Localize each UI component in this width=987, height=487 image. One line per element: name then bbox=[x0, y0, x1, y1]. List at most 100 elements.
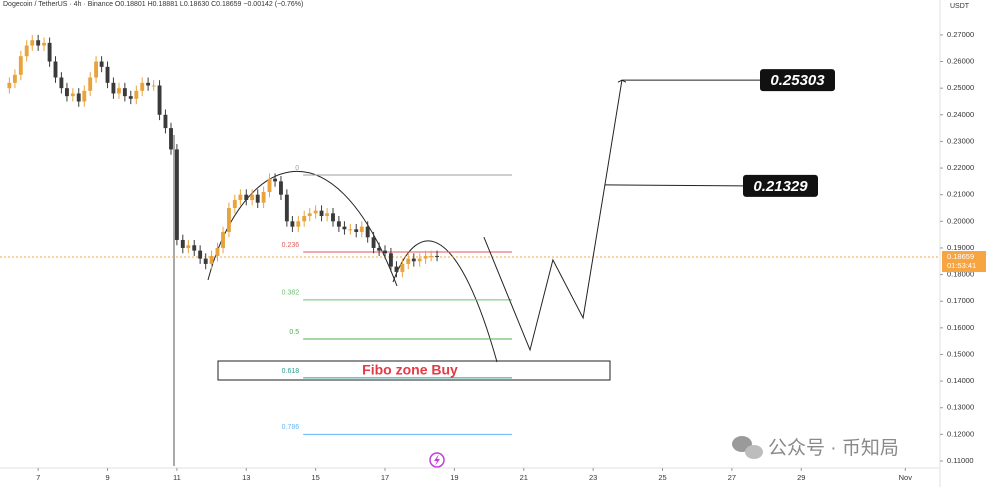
candle-body bbox=[261, 192, 266, 203]
candle-body bbox=[354, 229, 359, 232]
x-tick-label: 9 bbox=[105, 473, 109, 482]
y-tick-label: 0.20000 bbox=[947, 216, 974, 225]
target-box bbox=[743, 174, 818, 197]
candle-body bbox=[435, 255, 439, 258]
candle-body bbox=[111, 82, 116, 94]
candle-body bbox=[94, 61, 99, 78]
x-tick-label: Nov bbox=[899, 473, 913, 482]
fib-level-label: 0.786 bbox=[282, 424, 300, 431]
candle-body bbox=[47, 42, 52, 62]
x-tick-label: 17 bbox=[381, 473, 389, 482]
fib-level-label: 0.382 bbox=[282, 290, 300, 297]
candle-body bbox=[53, 61, 58, 78]
candle-body bbox=[36, 40, 41, 46]
y-tick-label: 0.14000 bbox=[947, 376, 974, 385]
candle-body bbox=[134, 90, 139, 99]
candle-body bbox=[30, 40, 35, 46]
candle-body bbox=[146, 82, 151, 86]
target-label: 0.25303 bbox=[770, 72, 825, 89]
candle-body bbox=[203, 258, 208, 264]
candle-body bbox=[192, 245, 197, 251]
candle-body bbox=[313, 210, 318, 214]
candle-body bbox=[117, 88, 121, 94]
candle-body bbox=[174, 149, 179, 240]
candle-body bbox=[163, 114, 168, 129]
candle-body bbox=[423, 255, 428, 259]
candle-body bbox=[128, 96, 133, 99]
candle-body bbox=[169, 128, 173, 150]
y-tick-label: 0.21000 bbox=[947, 190, 974, 199]
candle-body bbox=[342, 226, 347, 230]
x-tick-label: 29 bbox=[797, 473, 805, 482]
candle-body bbox=[180, 239, 185, 248]
candle-body bbox=[359, 226, 364, 232]
candle-body bbox=[371, 237, 376, 248]
arrow-head bbox=[617, 79, 627, 83]
x-tick-label: 13 bbox=[242, 473, 250, 482]
y-tick-label: 0.18000 bbox=[947, 270, 974, 279]
candle-body bbox=[307, 213, 312, 216]
candle-body bbox=[319, 210, 324, 216]
candle-body bbox=[232, 200, 237, 208]
candle-body bbox=[331, 213, 335, 222]
fib-level-label: 0.236 bbox=[282, 242, 300, 249]
candle-body bbox=[255, 194, 260, 203]
target-box bbox=[760, 69, 835, 92]
candle-body bbox=[105, 66, 110, 83]
x-tick-label: 11 bbox=[173, 473, 181, 482]
candle-body bbox=[279, 181, 283, 195]
candle-body bbox=[70, 93, 75, 97]
candle-body bbox=[140, 82, 145, 91]
y-tick-label: 0.11000 bbox=[947, 456, 974, 465]
y-tick-label: 0.22000 bbox=[947, 163, 974, 172]
symbol-header: Dogecoin / TetherUS · 4h · Binance O0.18… bbox=[3, 1, 303, 8]
last-price-label: 0.18659 bbox=[947, 252, 974, 261]
candle-body bbox=[348, 229, 353, 231]
y-tick-label: 0.17000 bbox=[947, 296, 974, 305]
y-tick-label: 0.12000 bbox=[947, 429, 974, 438]
candle-body bbox=[244, 194, 249, 201]
candle-body bbox=[99, 61, 104, 67]
y-tick-label: 0.16000 bbox=[947, 323, 974, 332]
x-tick-label: 15 bbox=[311, 473, 319, 482]
candle-body bbox=[394, 266, 399, 272]
candle-body bbox=[302, 215, 307, 222]
y-tick-label: 0.27000 bbox=[947, 30, 974, 39]
y-tick-label: 0.23000 bbox=[947, 136, 974, 145]
candle-body bbox=[383, 250, 387, 254]
wechat-icon bbox=[732, 436, 763, 459]
x-tick-label: 25 bbox=[658, 473, 666, 482]
y-tick-label: 0.19000 bbox=[947, 243, 974, 252]
x-tick-label: 19 bbox=[450, 473, 458, 482]
candle-body bbox=[377, 247, 382, 251]
candle-body bbox=[12, 74, 17, 83]
candle-body bbox=[24, 45, 29, 57]
handle-arc bbox=[392, 240, 498, 363]
candle-body bbox=[122, 88, 127, 97]
zone-label: Fibo zone Buy bbox=[362, 362, 458, 378]
candle-body bbox=[406, 258, 411, 264]
candle-body bbox=[296, 221, 301, 227]
lightning-icon bbox=[429, 452, 445, 468]
candle-body bbox=[238, 194, 243, 201]
candle-body bbox=[226, 207, 231, 232]
buy-zone-box bbox=[217, 360, 611, 381]
candle-body bbox=[215, 247, 220, 256]
candle-body bbox=[157, 85, 162, 115]
candle-body bbox=[411, 258, 416, 262]
x-tick-label: 27 bbox=[728, 473, 736, 482]
candle-body bbox=[400, 263, 405, 272]
projection-path bbox=[483, 80, 623, 352]
fib-level-label: 0.618 bbox=[282, 368, 300, 375]
countdown-label: 01:53:41 bbox=[947, 261, 976, 270]
y-tick-label: 0.13000 bbox=[947, 403, 974, 412]
candle-body bbox=[198, 250, 203, 259]
candle-body bbox=[76, 93, 81, 102]
candle-body bbox=[267, 178, 272, 193]
y-tick-label: 0.25000 bbox=[947, 83, 974, 92]
currency: USDT bbox=[950, 3, 970, 10]
y-tick-label: 0.15000 bbox=[947, 349, 974, 358]
candle-body bbox=[284, 194, 289, 222]
